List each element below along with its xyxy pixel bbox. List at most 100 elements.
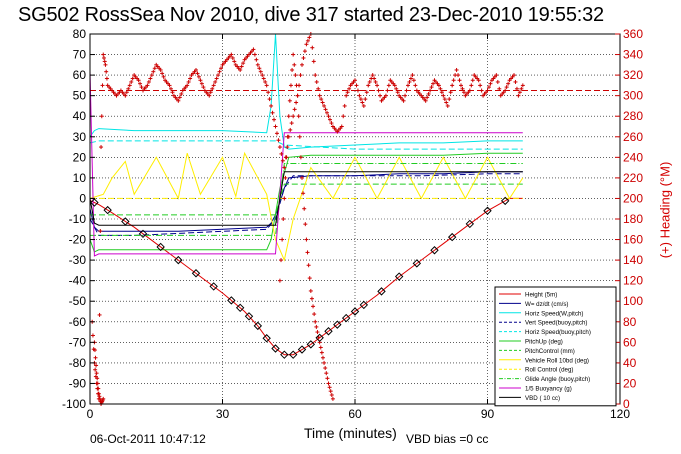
legend-label: Glide Angle (buoy,pitch) bbox=[525, 376, 590, 383]
x-tick-label: 0 bbox=[87, 407, 94, 421]
heading-point bbox=[478, 83, 483, 88]
depth-marker bbox=[244, 312, 254, 321]
heading-point bbox=[97, 312, 102, 317]
heading-point bbox=[288, 83, 293, 88]
depth-marker bbox=[430, 246, 439, 255]
heading-point bbox=[425, 95, 430, 100]
heading-point bbox=[372, 76, 377, 81]
heading-point bbox=[479, 88, 484, 93]
y-tick-label: -80 bbox=[69, 356, 87, 370]
series-line-10 bbox=[90, 163, 523, 236]
heading-point bbox=[470, 78, 475, 83]
heading-point bbox=[290, 67, 295, 72]
depth-marker bbox=[350, 307, 360, 316]
heading-point bbox=[100, 83, 105, 88]
heading-point bbox=[136, 78, 141, 83]
heading-point bbox=[353, 78, 357, 83]
heading-point bbox=[151, 69, 156, 74]
heading-point bbox=[213, 79, 218, 84]
heading-point bbox=[282, 196, 287, 201]
y2-axis-label: (+) Heading (°M) bbox=[657, 161, 673, 259]
y2-tick-label: 60 bbox=[623, 335, 637, 349]
heading-point bbox=[322, 360, 327, 365]
heading-point bbox=[230, 55, 235, 60]
series-line-7 bbox=[90, 183, 523, 216]
heading-point bbox=[395, 90, 400, 95]
heading-point bbox=[306, 263, 311, 268]
depth-marker bbox=[156, 242, 165, 252]
heading-point bbox=[459, 83, 463, 88]
heading-point bbox=[347, 86, 352, 91]
heading-point bbox=[461, 90, 466, 95]
depth-marker bbox=[191, 269, 201, 278]
heading-point bbox=[366, 83, 371, 88]
depth-marker bbox=[412, 259, 422, 268]
heading-point bbox=[326, 114, 331, 119]
y2-tick-label: 220 bbox=[623, 171, 643, 185]
y-tick-label: -70 bbox=[69, 335, 87, 349]
y-tick-label: 50 bbox=[73, 89, 87, 103]
heading-point bbox=[358, 97, 363, 102]
heading-point bbox=[258, 69, 263, 74]
series-line-11 bbox=[89, 70, 523, 257]
depth-marker bbox=[209, 282, 218, 291]
series-line-3 bbox=[89, 33, 523, 150]
heading-point bbox=[454, 67, 459, 72]
heading-point bbox=[95, 376, 100, 381]
y2-tick-label: 340 bbox=[623, 48, 643, 62]
heading-point bbox=[304, 237, 309, 242]
heading-point bbox=[287, 98, 292, 103]
y2-tick-label: 260 bbox=[623, 130, 643, 144]
heading-point bbox=[295, 93, 300, 98]
heading-point bbox=[325, 376, 330, 381]
heading-point bbox=[210, 86, 215, 91]
heading-point bbox=[451, 78, 456, 83]
heading-point bbox=[513, 79, 518, 84]
heading-point bbox=[497, 86, 502, 91]
heading-point bbox=[488, 81, 493, 86]
heading-point bbox=[280, 237, 285, 242]
depth-marker bbox=[138, 229, 148, 239]
y-tick-label: -90 bbox=[69, 376, 87, 390]
legend-box bbox=[494, 286, 617, 407]
heading-point bbox=[324, 371, 329, 376]
depth-marker bbox=[500, 196, 510, 206]
y-tick-label: 40 bbox=[73, 109, 87, 123]
y2-tick-label: 20 bbox=[623, 376, 637, 390]
heading-point bbox=[457, 78, 462, 83]
heading-point bbox=[176, 98, 181, 103]
heading-point bbox=[298, 155, 303, 160]
heading-point bbox=[316, 86, 321, 91]
depth-marker bbox=[271, 344, 280, 353]
heading-point bbox=[298, 73, 303, 78]
heading-point bbox=[145, 83, 150, 88]
depth-marker bbox=[465, 219, 475, 229]
heading-point bbox=[429, 85, 434, 90]
y2-tick-label: 320 bbox=[623, 68, 643, 82]
depth-marker bbox=[288, 350, 298, 359]
heading-point bbox=[386, 83, 391, 88]
heading-point bbox=[326, 381, 331, 386]
heading-point bbox=[148, 76, 153, 81]
legend-label: VBD ( 10 cc) bbox=[525, 395, 560, 402]
heading-point bbox=[95, 381, 100, 386]
heading-point bbox=[282, 165, 287, 170]
heading-point bbox=[436, 83, 441, 88]
y-tick-label: 10 bbox=[73, 171, 87, 185]
heading-point bbox=[495, 79, 500, 84]
heading-point bbox=[168, 86, 173, 91]
heading-point bbox=[486, 85, 491, 90]
heading-point bbox=[407, 79, 412, 84]
depth-marker bbox=[227, 296, 236, 305]
y-tick-label: 70 bbox=[73, 48, 87, 62]
heading-point bbox=[330, 396, 335, 401]
heading-point bbox=[127, 83, 132, 88]
heading-point bbox=[313, 319, 318, 324]
y-tick-label: -40 bbox=[69, 274, 87, 288]
heading-point bbox=[152, 66, 157, 71]
legend-label: Vehicle Roll 10bd (deg) bbox=[525, 357, 589, 364]
legend-label: PitchUp (deg) bbox=[525, 339, 563, 346]
heading-point bbox=[188, 76, 193, 81]
heading-layer bbox=[90, 32, 620, 406]
